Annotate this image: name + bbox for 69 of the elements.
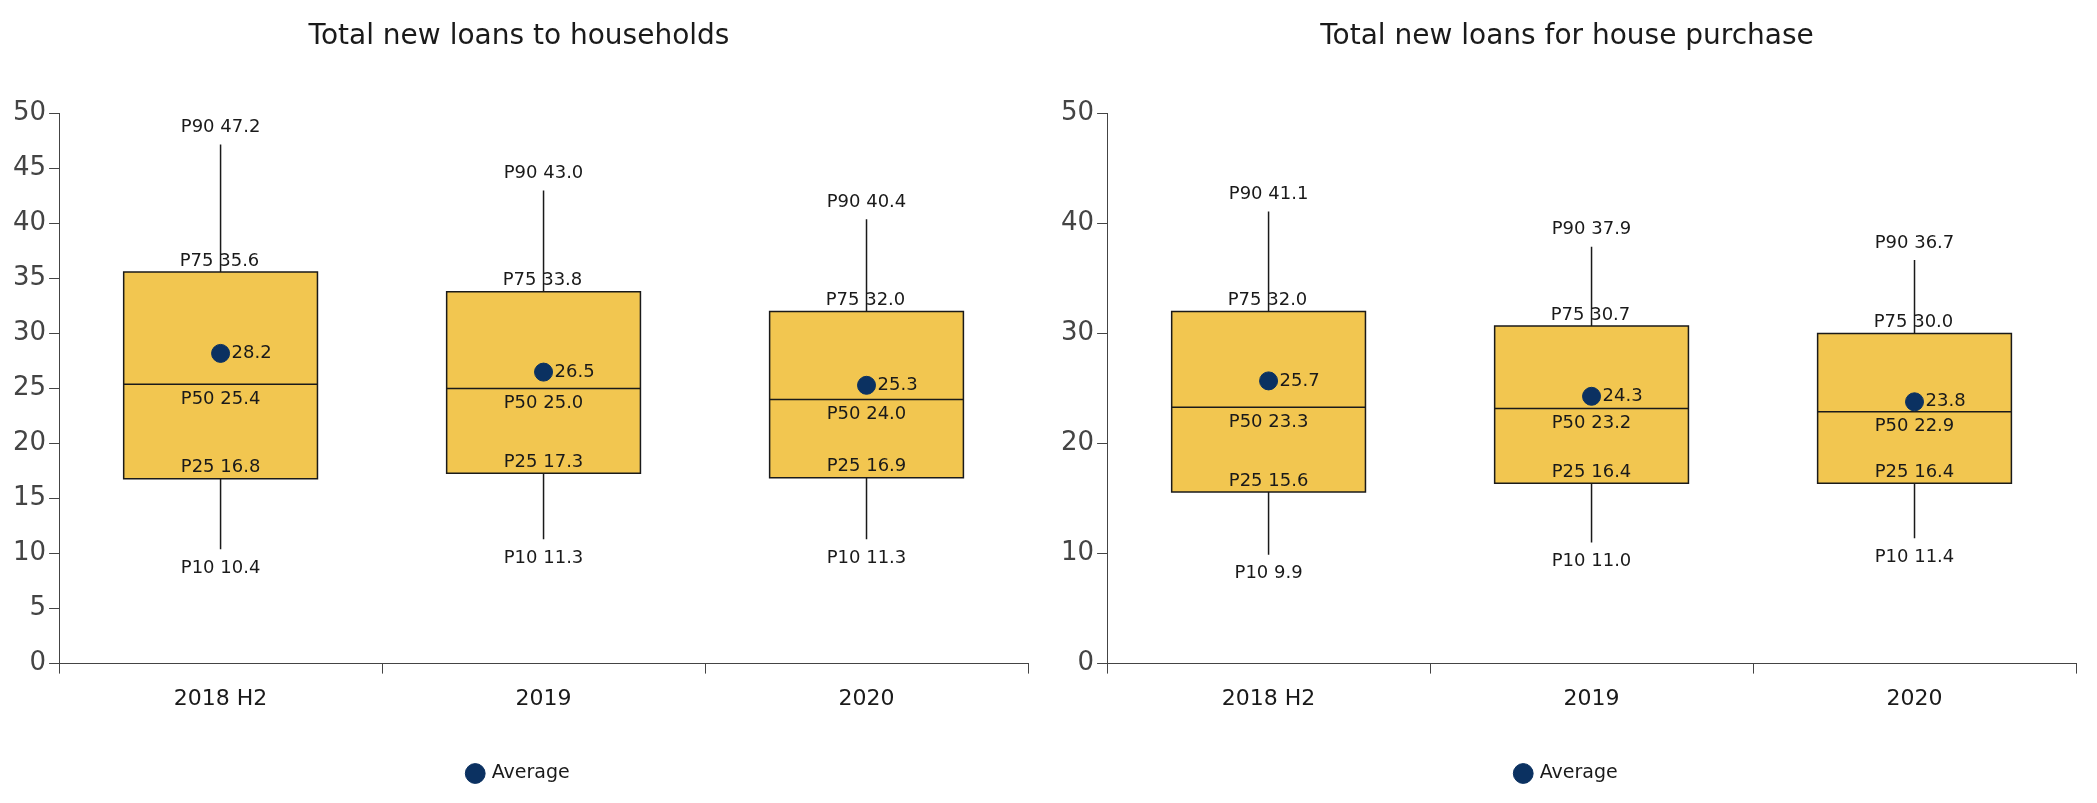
y-tick-label: 25	[12, 371, 47, 402]
annotation: P75 35.6	[179, 248, 260, 270]
y-tick-label: 50	[12, 96, 47, 127]
annotation: P75 32.0	[1227, 288, 1308, 310]
x-tick-label: 2019	[1563, 684, 1620, 710]
y-tick-label: 45	[12, 151, 47, 182]
annotation: P90 41.1	[1228, 182, 1309, 204]
y-tick-label: 5	[29, 591, 47, 622]
y-tick-label: 50	[1060, 96, 1095, 127]
annotation: P50 22.9	[1874, 414, 1955, 436]
y-tick-label: 10	[12, 536, 47, 567]
annotation: 23.8	[1925, 389, 1966, 411]
y-tick-label: 10	[1060, 536, 1095, 567]
point	[1905, 392, 1925, 412]
annotation: P50 24.0	[826, 402, 907, 424]
annotation: 28.2	[231, 341, 272, 363]
annotation: P10 11.3	[826, 545, 907, 567]
annotation: P50 23.3	[1228, 409, 1309, 431]
y-tick-label: 35	[12, 261, 47, 292]
point	[1582, 386, 1602, 406]
annotation: P10 11.4	[1874, 544, 1955, 566]
annotation: P25 16.4	[1874, 459, 1955, 481]
legend-label: Average	[1539, 760, 1618, 783]
annotation: P50 25.4	[180, 386, 261, 408]
annotation: P90 37.9	[1551, 217, 1632, 239]
annotation: P75 30.0	[1873, 310, 1954, 332]
annotation: P75 33.8	[502, 268, 583, 290]
annotation: P10 11.0	[1551, 549, 1632, 571]
annotation: P10 9.9	[1234, 561, 1303, 583]
annotation: P90 43.0	[503, 161, 584, 183]
annotation: P25 16.9	[826, 454, 907, 476]
y-tick-label: 20	[12, 426, 47, 457]
chart-title: Total new loans for house purchase	[1319, 18, 1814, 52]
point	[211, 343, 231, 363]
annotation: P90 47.2	[180, 115, 261, 137]
y-tick-label: 30	[1060, 316, 1095, 347]
point	[534, 362, 554, 382]
y-tick-label: 15	[12, 481, 47, 512]
annotation: P50 25.0	[503, 391, 584, 413]
annotation: P90 40.4	[826, 189, 907, 211]
annotation: P10 10.4	[180, 555, 261, 577]
annotation: P90 36.7	[1874, 230, 1955, 252]
annotation: P25 15.6	[1228, 468, 1309, 490]
point	[857, 375, 877, 395]
annotation: P25 17.3	[503, 449, 584, 471]
x-tick-label: 2019	[515, 684, 572, 710]
x-tick-label: 2018 H2	[1221, 684, 1316, 710]
annotation: P25 16.4	[1551, 459, 1632, 481]
annotation: P50 23.2	[1551, 411, 1632, 433]
annotation: P10 11.3	[503, 545, 584, 567]
x-tick-label: 2018 H2	[173, 684, 268, 710]
annotation: P75 32.0	[825, 288, 906, 310]
y-tick-label: 20	[1060, 426, 1095, 457]
annotation: 25.3	[877, 372, 918, 394]
annotation: 26.5	[554, 359, 595, 381]
x-tick-label: 2020	[1886, 684, 1943, 710]
y-tick-label: 40	[12, 206, 47, 237]
y-tick-label: 0	[29, 646, 47, 677]
chart-title: Total new loans to households	[307, 18, 730, 52]
annotation: 24.3	[1602, 383, 1643, 405]
legend-label: Average	[491, 760, 570, 783]
y-tick-label: 30	[12, 316, 47, 347]
annotation: P75 30.7	[1550, 302, 1631, 324]
point	[1259, 371, 1279, 391]
annotation: P25 16.8	[180, 455, 261, 477]
y-tick-label: 0	[1077, 646, 1095, 677]
y-tick-label: 40	[1060, 206, 1095, 237]
x-tick-label: 2020	[838, 684, 895, 710]
annotation: 25.7	[1279, 368, 1320, 390]
